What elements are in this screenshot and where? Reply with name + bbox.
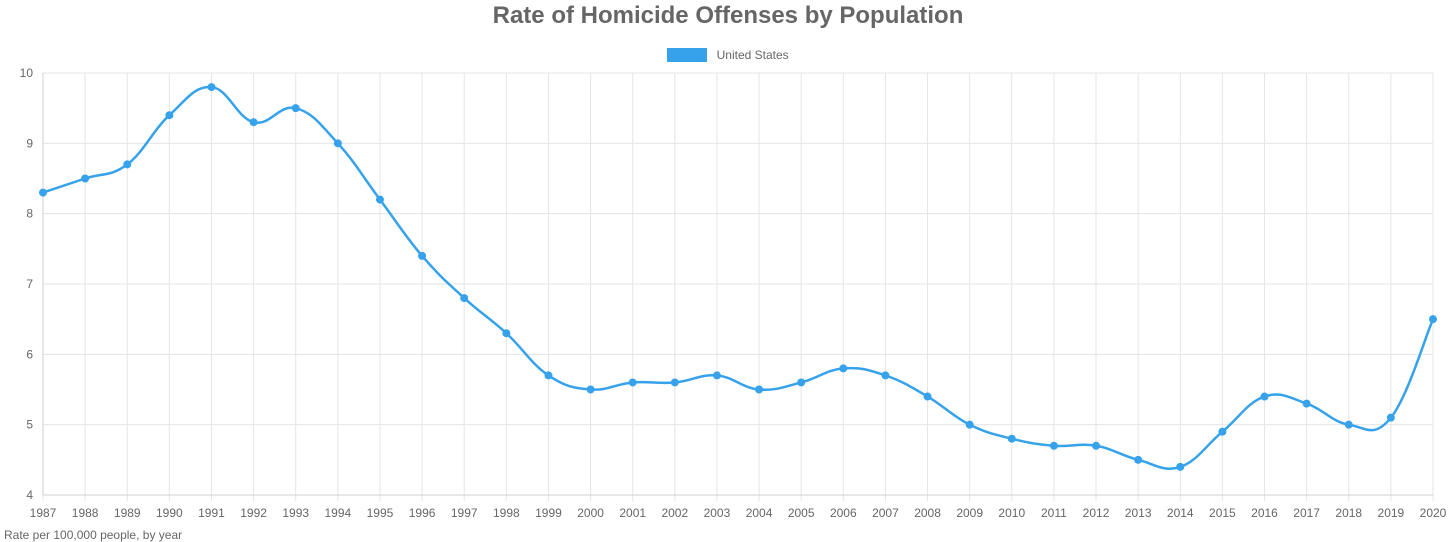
x-tick-label: 1988	[72, 506, 99, 520]
x-tick-label: 1990	[156, 506, 183, 520]
data-point[interactable]	[1344, 420, 1353, 429]
data-point[interactable]	[207, 83, 216, 92]
x-tick-label: 2018	[1335, 506, 1362, 520]
data-point[interactable]	[1386, 413, 1395, 422]
data-point[interactable]	[544, 371, 553, 380]
y-tick-label: 8	[26, 207, 33, 221]
data-point[interactable]	[291, 104, 300, 113]
data-point[interactable]	[755, 385, 764, 394]
x-tick-labels: 1987 1988 1989 1990 1991 1992 1993 1994 1995 1996…	[30, 506, 1447, 520]
series-line-path	[42, 85, 1435, 470]
series-line	[42, 85, 1435, 470]
data-point[interactable]	[249, 118, 258, 127]
data-point[interactable]	[1049, 441, 1058, 450]
x-tick-label: 1999	[535, 506, 562, 520]
x-tick-label: 2015	[1209, 506, 1236, 520]
x-tick-label: 1992	[240, 506, 267, 520]
x-tick-label: 2008	[914, 506, 941, 520]
legend-swatch	[667, 47, 708, 62]
data-point[interactable]	[797, 378, 806, 387]
data-point[interactable]	[839, 364, 848, 373]
x-tick-label: 1994	[324, 506, 351, 520]
data-point[interactable]	[1007, 434, 1016, 443]
data-point[interactable]	[1429, 315, 1437, 324]
data-point[interactable]	[165, 111, 174, 120]
legend[interactable]: United States	[0, 47, 1456, 62]
x-tick-label: 2004	[746, 506, 773, 520]
data-point[interactable]	[923, 392, 932, 401]
data-point[interactable]	[1092, 441, 1101, 450]
x-tick-label: 2001	[619, 506, 646, 520]
x-tick-label: 1987	[30, 506, 57, 520]
data-point[interactable]	[1176, 462, 1185, 471]
x-tick-label: 2016	[1251, 506, 1278, 520]
y-tick-label: 10	[20, 66, 34, 80]
y-tick-label: 9	[26, 136, 33, 150]
y-tick-label: 7	[26, 277, 33, 291]
data-point[interactable]	[586, 385, 595, 394]
x-tick-label: 2020	[1420, 506, 1447, 520]
data-point[interactable]	[39, 188, 47, 197]
y-tick-label: 4	[26, 488, 33, 502]
x-tick-label: 1989	[114, 506, 141, 520]
data-point[interactable]	[1134, 455, 1143, 464]
data-point[interactable]	[670, 378, 679, 387]
x-tick-label: 2017	[1293, 506, 1320, 520]
grid-lines	[42, 72, 1434, 501]
x-tick-label: 2013	[1125, 506, 1152, 520]
y-tick-label: 6	[26, 347, 33, 361]
x-tick-label: 1995	[367, 506, 394, 520]
data-point[interactable]	[333, 139, 342, 148]
data-point[interactable]	[123, 160, 132, 169]
data-points	[39, 83, 1437, 471]
data-point[interactable]	[418, 251, 427, 260]
data-point[interactable]	[1218, 427, 1227, 436]
x-tick-label: 1993	[282, 506, 309, 520]
data-point[interactable]	[712, 371, 721, 380]
x-tick-label: 2003	[704, 506, 731, 520]
y-tick-label: 5	[26, 418, 33, 432]
data-point[interactable]	[460, 294, 469, 303]
x-tick-label: 2007	[872, 506, 899, 520]
x-tick-label: 2014	[1167, 506, 1194, 520]
x-tick-label: 2005	[788, 506, 815, 520]
x-tick-label: 2012	[1083, 506, 1110, 520]
chart-title: Rate of Homicide Offenses by Population	[492, 2, 964, 29]
x-tick-label: 2019	[1378, 506, 1405, 520]
data-point[interactable]	[1302, 399, 1311, 408]
data-point[interactable]	[881, 371, 890, 380]
y-tick-labels: 4 5 6 7 8 9 10	[20, 66, 34, 502]
chart-subtitle: Rate per 100,000 people, by year	[4, 528, 183, 542]
x-tick-label: 1998	[493, 506, 520, 520]
legend-label: United States	[716, 47, 789, 62]
x-tick-label: 2000	[577, 506, 604, 520]
data-point[interactable]	[628, 378, 637, 387]
x-tick-label: 2006	[830, 506, 857, 520]
axes	[42, 73, 1433, 496]
x-tick-label: 1997	[451, 506, 478, 520]
data-point[interactable]	[502, 329, 511, 338]
x-tick-label: 1991	[198, 506, 225, 520]
data-point[interactable]	[81, 174, 90, 183]
data-point[interactable]	[965, 420, 974, 429]
x-tick-label: 2011	[1041, 506, 1067, 520]
x-tick-label: 2002	[661, 506, 688, 520]
x-tick-label: 2010	[998, 506, 1025, 520]
data-point[interactable]	[375, 195, 384, 204]
x-tick-label: 2009	[956, 506, 983, 520]
data-point[interactable]	[1260, 392, 1269, 401]
x-tick-label: 1996	[409, 506, 436, 520]
